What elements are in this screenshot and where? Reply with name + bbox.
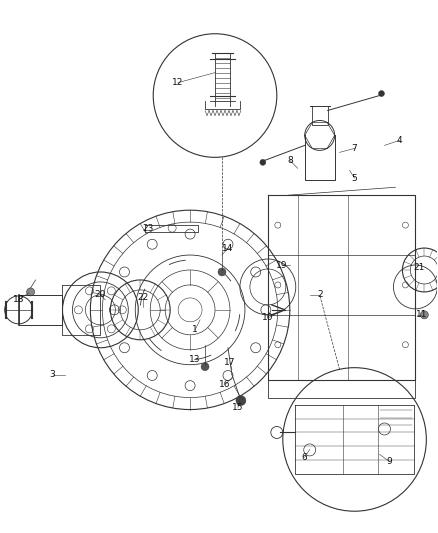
Circle shape [236, 395, 246, 406]
Text: 9: 9 [387, 457, 392, 466]
Text: 6: 6 [302, 453, 307, 462]
Text: 14: 14 [222, 244, 233, 253]
Text: 23: 23 [142, 224, 154, 232]
Text: 15: 15 [232, 403, 244, 412]
Text: 5: 5 [352, 174, 357, 183]
Text: 20: 20 [95, 290, 106, 300]
Text: 1: 1 [192, 325, 198, 334]
Text: 7: 7 [352, 144, 357, 153]
Text: 18: 18 [13, 295, 25, 304]
Text: 8: 8 [287, 156, 293, 165]
Text: 22: 22 [138, 293, 149, 302]
Text: 2: 2 [317, 290, 322, 300]
Text: 12: 12 [173, 78, 184, 87]
Text: 17: 17 [224, 358, 236, 367]
Circle shape [201, 362, 209, 370]
Text: 11: 11 [416, 310, 427, 319]
Circle shape [27, 288, 35, 296]
Circle shape [420, 311, 428, 319]
Circle shape [218, 268, 226, 276]
Text: 19: 19 [276, 261, 288, 270]
Text: 21: 21 [413, 263, 425, 272]
Text: 13: 13 [189, 355, 201, 364]
Text: 10: 10 [262, 313, 274, 322]
Text: 16: 16 [219, 380, 231, 389]
Text: 3: 3 [49, 370, 55, 379]
Text: 4: 4 [397, 136, 402, 145]
Circle shape [260, 159, 266, 165]
Circle shape [378, 91, 385, 96]
